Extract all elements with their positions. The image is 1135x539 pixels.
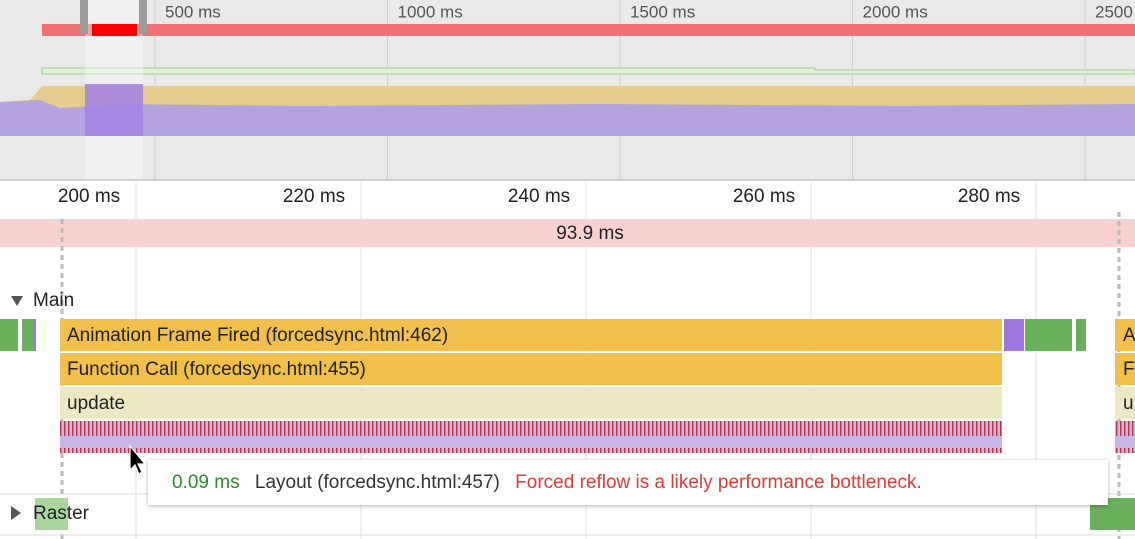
overview-tick-label: 500 ms [165,2,221,21]
rendering-area [0,100,1135,136]
event[interactable] [0,319,18,351]
selected-fps [92,24,137,36]
left-handle[interactable] [80,0,88,34]
flame-label: Function Call (forcedsync.html:455) [67,359,366,380]
flame-label: Animation Frame Fired (forcedsync.html:4… [67,325,448,346]
ruler-tick-label: 220 ms [283,186,345,207]
overview-tick-label: 2500 ms [1095,2,1135,21]
scripting-area [0,86,1135,112]
frame-duration: 93.9 ms [556,223,624,244]
right-handle[interactable] [139,0,147,34]
cursor [129,444,147,475]
expand-icon[interactable] [11,296,23,306]
flame-entry[interactable] [60,353,1002,385]
track-label[interactable]: Raster [33,503,90,524]
flame-entry[interactable] [1115,353,1135,385]
event[interactable] [1076,319,1086,351]
selection-activity [85,84,143,136]
layout-events[interactable] [60,421,1002,453]
network-line [41,67,1135,75]
track-label[interactable]: Main [33,290,74,311]
tooltip-text: 0.09 ms Layout (forcedsync.html:457) For… [172,472,922,493]
event[interactable] [1025,319,1072,351]
overview-tick-label: 1000 ms [398,2,463,21]
tooltip-warning: Forced reflow is a likely performance bo… [515,472,922,493]
overview-tick-label: 1500 ms [630,2,695,21]
flame-entry[interactable] [60,319,1002,351]
ruler-tick-label: 280 ms [958,186,1020,207]
flame-label: update [67,393,125,414]
flame-label: A [1123,325,1135,346]
tooltip-name: Layout (forcedsync.html:457) [255,472,500,493]
flame-entry[interactable] [1115,387,1135,419]
fps-bar [42,24,1135,36]
expand-icon[interactable] [11,506,21,520]
frame-bar[interactable] [0,219,1135,247]
flame-entry[interactable] [1115,319,1135,351]
overview-tick-label: 2000 ms [863,2,928,21]
ruler-tick-label: 240 ms [508,186,570,207]
event[interactable] [22,319,33,351]
tooltip [148,460,1108,505]
layout-events[interactable] [1115,421,1135,453]
raster-event[interactable] [35,498,68,530]
ruler-tick-label: 200 ms [58,186,120,207]
tooltip-time: 0.09 ms [172,472,240,493]
flame-entry[interactable] [60,387,1002,419]
event[interactable] [1004,319,1024,351]
flame-label: F [1123,359,1135,380]
event[interactable] [33,319,36,351]
ruler-tick-label: 260 ms [733,186,795,207]
flame-label: u [1123,393,1134,414]
